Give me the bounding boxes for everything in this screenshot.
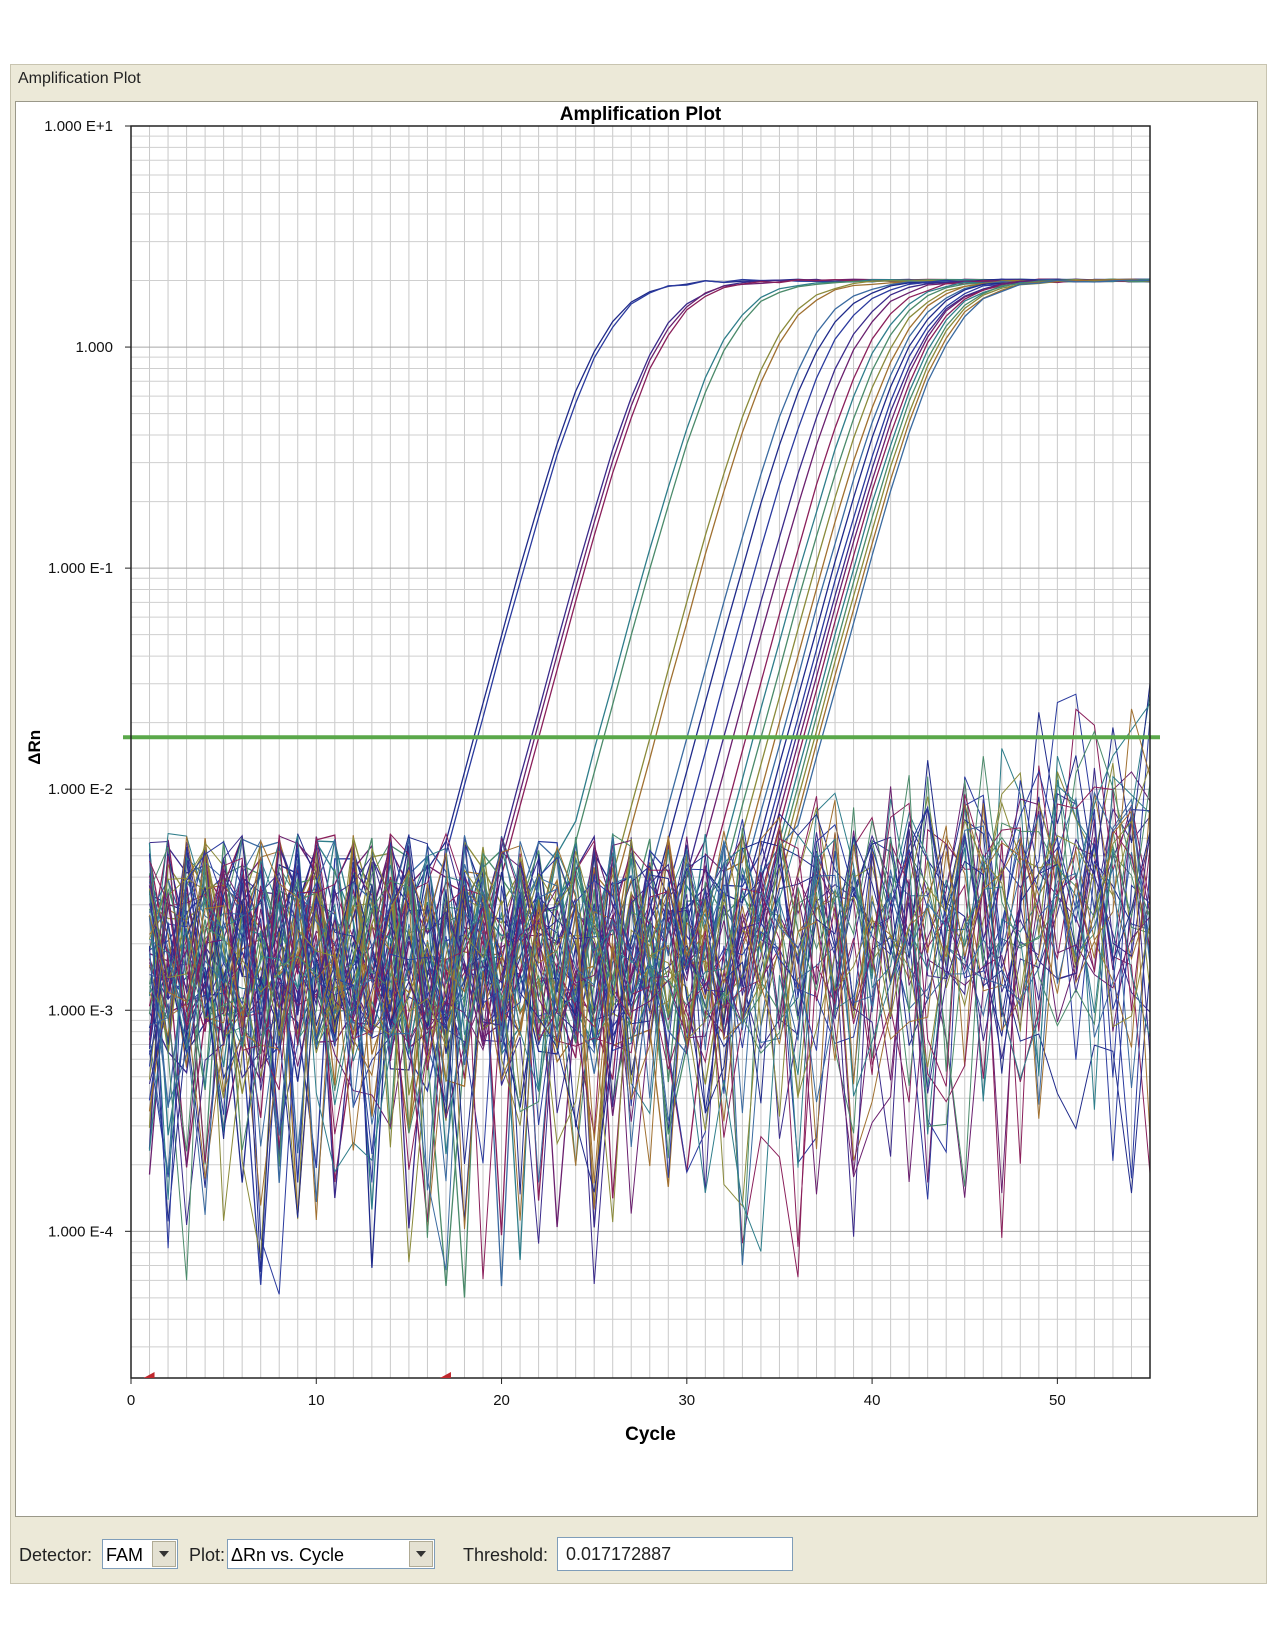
x-tick-label: 30: [678, 1392, 695, 1409]
noise-curve: [149, 796, 1151, 1182]
detector-value: FAM: [106, 1545, 144, 1565]
plot-type-dropdown[interactable]: ΔRn vs. Cycle: [227, 1539, 435, 1569]
noise-curve: [149, 802, 1151, 1223]
noise-curve: [149, 769, 1151, 1249]
noise-curve: [149, 836, 1151, 1215]
noise-curve: [149, 776, 1151, 1238]
noise-curve: [149, 775, 1151, 1200]
noise-curve: [149, 819, 1151, 1221]
threshold-field[interactable]: [557, 1537, 793, 1571]
y-axis-label: ΔRn: [25, 730, 44, 765]
amplification-curves: [148, 278, 1151, 1298]
x-tick-label: 40: [864, 1392, 881, 1409]
y-axis-ticks: 1.000 E+1 1.000 1.000 E-1 1.000 E-2 1.000 E-…: [44, 118, 131, 1240]
plot-label: Plot:: [189, 1545, 226, 1565]
amplification-curve: [148, 279, 1151, 1134]
y-tick-label: 1.000 E-4: [48, 1223, 113, 1240]
detector-label: Detector:: [19, 1545, 93, 1565]
noise-curve: [149, 836, 1151, 1281]
window-title: Amplification Plot: [18, 70, 141, 87]
chevron-down-icon[interactable]: [152, 1541, 176, 1567]
plot-panel: 1.000 E+1 1.000 1.000 E-1 1.000 E-2 1.000 E-…: [15, 101, 1258, 1517]
plot-toolbar: Detector: FAM Plot: ΔRn vs. Cycle Thresh…: [11, 1521, 1266, 1581]
noise-curve: [149, 809, 1151, 1230]
detector-dropdown[interactable]: FAM: [102, 1539, 178, 1569]
plot-frame: [130, 125, 1151, 1379]
x-axis-ticks: 0 10 20 30 40 50: [127, 1378, 1066, 1409]
y-tick-label: 1.000 E-2: [48, 781, 113, 798]
x-tick-label: 10: [308, 1392, 325, 1409]
y-tick-label: 1.000 E-1: [48, 560, 113, 577]
y-tick-label: 1.000 E+1: [44, 118, 113, 135]
noise-curve: [149, 708, 1151, 1280]
x-tick-label: 50: [1049, 1392, 1066, 1409]
amplification-curve: [148, 279, 1151, 1268]
y-tick-label: 1.000: [75, 339, 113, 356]
y-tick-label: 1.000 E-3: [48, 1002, 113, 1019]
x-axis-label: Cycle: [625, 1424, 676, 1445]
baseline-marker-icon: [143, 1372, 155, 1378]
threshold-label: Threshold:: [463, 1545, 549, 1565]
minor-gridlines: [131, 126, 1150, 1378]
noise-curve: [149, 791, 1151, 1191]
noise-curve: [149, 828, 1151, 1247]
noise-curve: [149, 767, 1151, 1237]
noise-curve: [149, 833, 1151, 1194]
amplification-plot-window: Amplification Plot 1.000 E+1 1.000 1.000 E…: [10, 64, 1267, 1584]
amplification-chart: 1.000 E+1 1.000 1.000 E-1 1.000 E-2 1.000 E-…: [25, 104, 1160, 1445]
plot-type-value: ΔRn vs. Cycle: [231, 1545, 345, 1565]
x-tick-label: 0: [127, 1392, 135, 1409]
noise-curve: [149, 819, 1151, 1183]
major-gridlines: [131, 125, 1150, 1378]
chevron-down-icon[interactable]: [409, 1541, 433, 1567]
noise-curve: [149, 708, 1151, 1141]
threshold-input[interactable]: [564, 1543, 788, 1566]
x-tick-label: 20: [493, 1392, 510, 1409]
baseline-markers: [143, 1372, 451, 1378]
baseline-marker-icon: [439, 1372, 451, 1378]
noise-curve: [149, 730, 1151, 1152]
chart-title: Amplification Plot: [560, 104, 722, 125]
